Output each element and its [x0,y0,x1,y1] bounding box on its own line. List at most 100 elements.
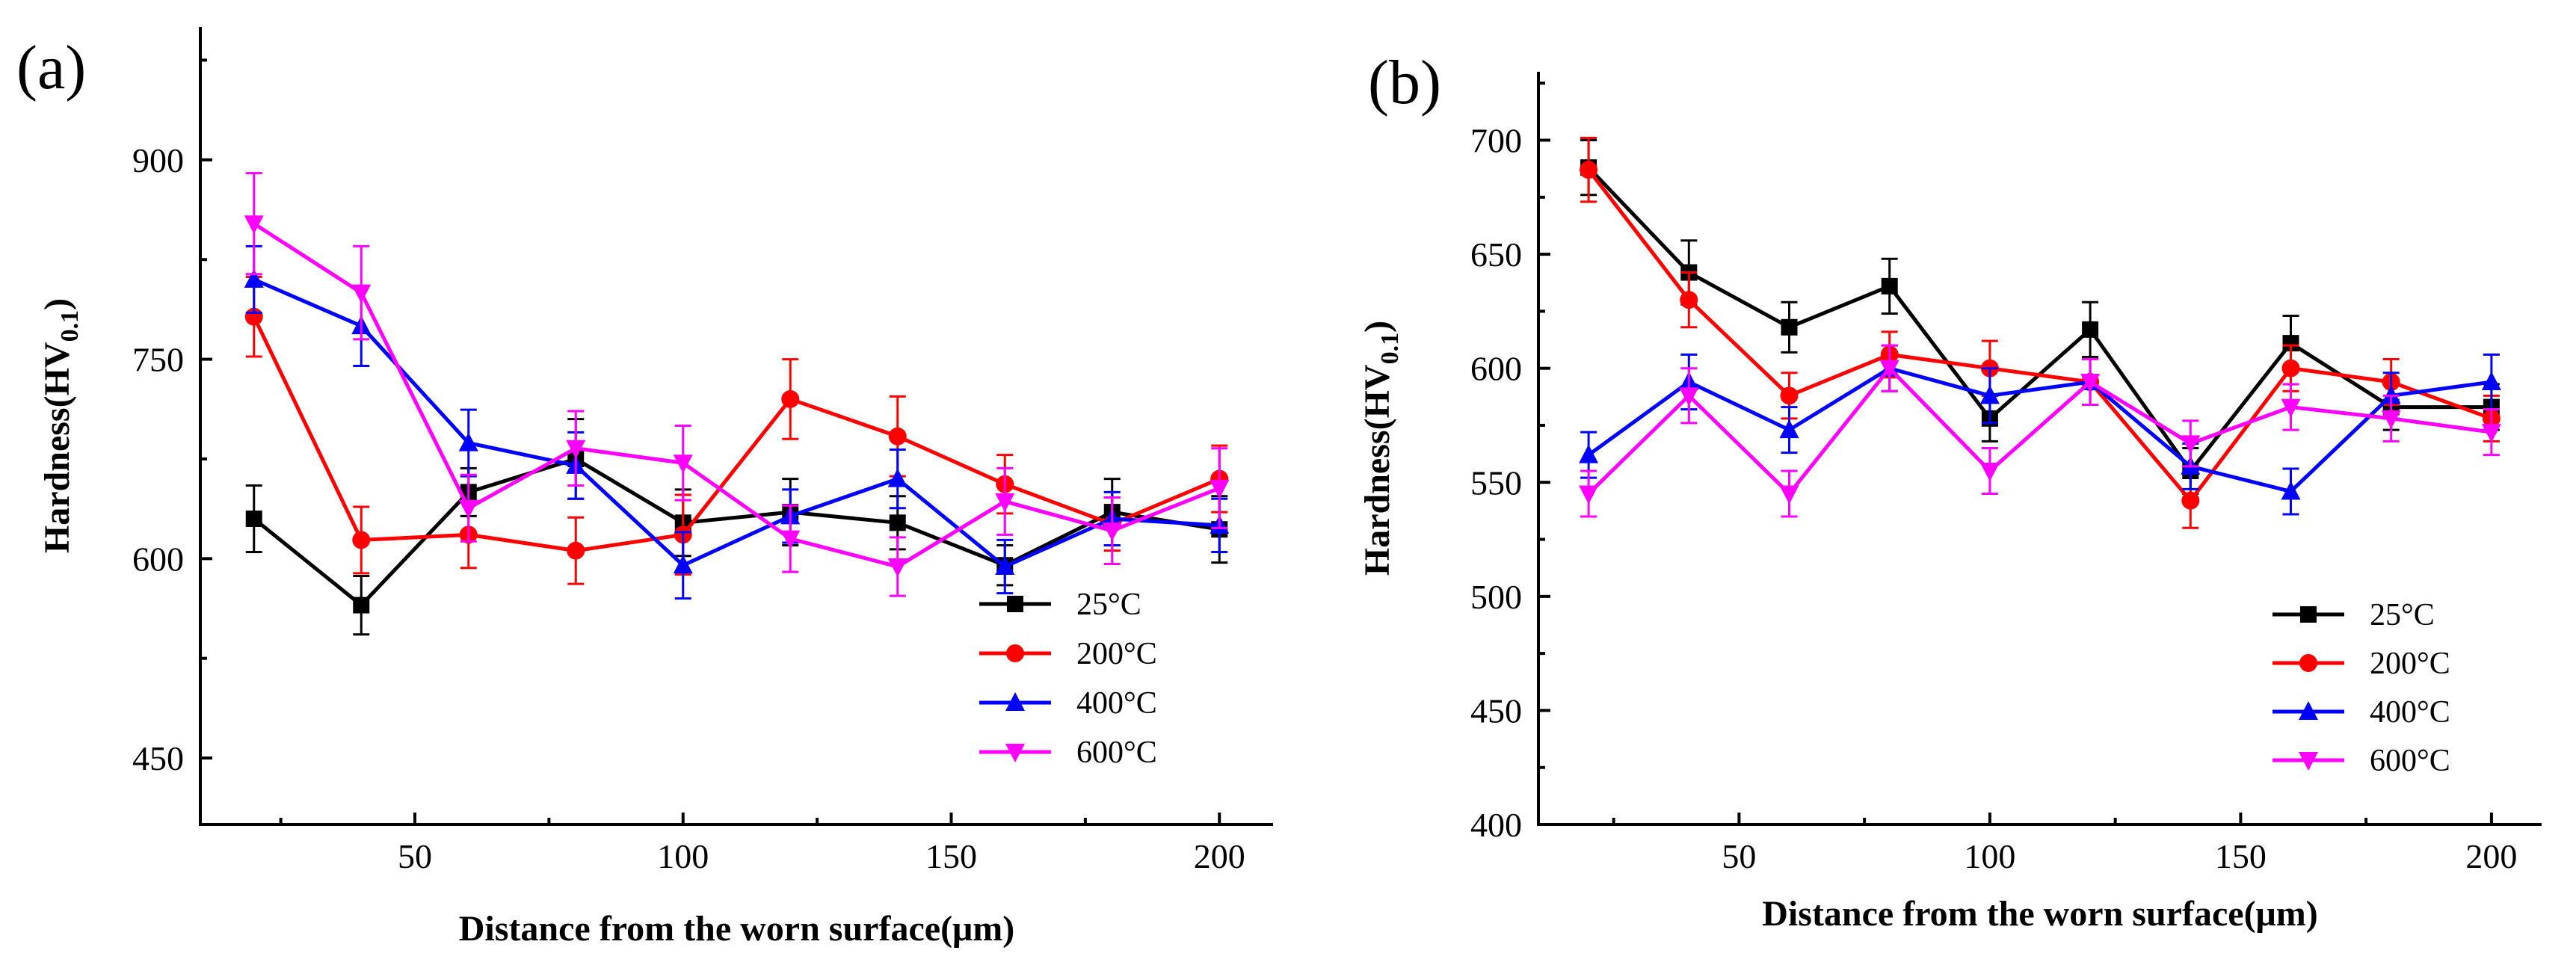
series-25CC [1580,139,2500,496]
legend-entry: 400°C [979,686,1157,721]
data-point [1580,161,1598,179]
panel-label: (a) [16,33,86,102]
data-point [673,555,693,574]
legend-marker [1005,692,1025,711]
data-point [995,556,1015,576]
legend-label: 200°C [2370,647,2450,681]
x-tick-label: 50 [398,837,432,875]
data-point [1779,419,1799,439]
y-tick-label: 600 [132,540,184,578]
series-200CC [244,275,1229,585]
y-axis-title-main: Hardness(HV [37,342,77,553]
legend-label: 400°C [1076,686,1157,721]
legend-label: 400°C [2370,695,2450,730]
panel-label: (b) [1368,48,1441,117]
legend-label: 600°C [2370,744,2450,778]
data-point [2381,410,2401,429]
data-point [2082,321,2099,338]
x-axis-title: Distance from the worn surface(μm) [459,909,1014,949]
legend-marker [1007,596,1023,612]
data-point [566,440,586,459]
y-axis-title-close: ) [37,298,77,310]
data-point [1579,444,1599,463]
legend-marker [1005,744,1025,762]
data-point [458,432,478,451]
data-point [353,597,370,614]
y-tick-label: 700 [1470,122,1522,160]
data-point [1579,485,1599,505]
y-axis-title-main: Hardness(HV [1358,364,1397,576]
y-tick-label: 750 [132,341,184,379]
data-point [2281,481,2301,500]
data-point [2281,398,2301,418]
legend-entry: 25°C [979,588,1141,622]
data-point [1102,522,1122,541]
data-point [1210,480,1230,499]
legend-marker [2300,606,2317,623]
y-tick-label: 400 [1470,806,1522,844]
axis-frame [199,27,1273,826]
panel-b: 50 100 150 200 400 450 500 550 600 650 700 (b) Dista… [1358,48,2542,934]
data-point [887,468,908,487]
series-line [253,457,1220,608]
y-tick-label: 450 [132,739,184,777]
x-axis-title: Distance from the worn surface(μm) [1762,894,2317,934]
data-point [887,558,908,578]
legend-entry: 600°C [2273,744,2450,778]
legend-entry: 200°C [2273,647,2450,681]
legend-marker [1006,644,1024,662]
y-axis-title: Hardness(HV0.1) [37,298,84,553]
data-point [1679,387,1699,407]
data-point [2282,335,2299,352]
x-tick-label: 200 [2465,837,2517,875]
panel-a: 50 100 150 200 450 600 750 900 (a) Distance from … [16,27,1273,949]
data-point [673,454,693,474]
x-tick-label: 150 [925,837,977,875]
series-line [1587,365,2492,497]
y-axis-title-close: ) [1358,321,1397,333]
legend-marker [2299,701,2318,720]
legend-entry: 200°C [979,637,1157,671]
data-point [458,499,478,519]
data-point [2181,491,2200,510]
series-600CC [244,172,1230,597]
data-point [2281,359,2300,377]
data-point [888,427,907,446]
data-point [2481,424,2501,443]
data-point [1781,318,1798,336]
data-point [244,268,264,288]
data-point [352,531,371,549]
x-tick-label: 200 [1194,837,1245,875]
legend-label: 25°C [2370,598,2435,632]
series-line [1587,366,2492,494]
data-point [1979,385,2000,404]
legend-label: 200°C [1076,637,1157,671]
data-point [244,215,264,235]
data-point [2181,435,2201,454]
y-axis-title-subscript: 0.1 [1376,333,1404,365]
y-tick-label: 450 [1470,691,1522,730]
data-point [889,514,906,531]
y-tick-label: 500 [1470,578,1522,616]
data-point [567,541,585,560]
series-400CC [244,244,1230,600]
legend-entry: 600°C [979,736,1157,770]
series-line [253,222,1221,569]
data-point [351,284,372,303]
y-tick-label: 550 [1470,463,1522,502]
series-200CC [1580,136,2500,529]
data-point [995,493,1015,512]
series-line [253,277,1220,569]
data-point [1881,277,1898,295]
series-line [1587,168,2492,504]
data-point [245,510,262,527]
y-tick-label: 900 [132,141,184,179]
data-point [1780,386,1799,405]
legend-entry: 400°C [2273,695,2450,730]
legend-marker [2299,752,2318,771]
y-axis-title-subscript: 0.1 [56,310,84,342]
data-point [1779,485,1799,505]
y-axis-title: Hardness(HV0.1) [1358,321,1404,576]
y-tick-label: 600 [1470,350,1522,388]
